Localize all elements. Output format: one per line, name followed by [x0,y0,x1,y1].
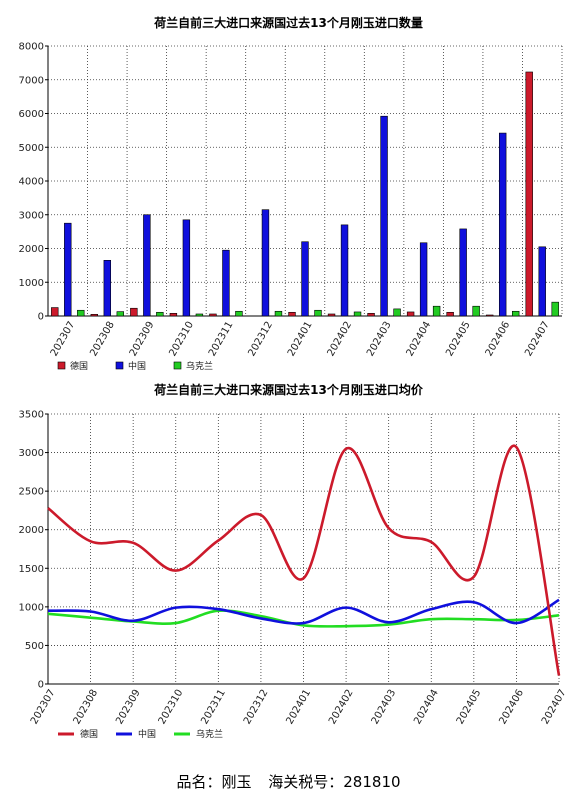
price-legend-label: 德国 [80,728,98,740]
qty-bar-中国-202309 [143,214,151,317]
qty-bar-德国-202407 [525,71,533,317]
price-x-tick-label: 202312 [242,688,271,727]
qty-bar-中国-202403 [380,115,388,317]
qty-bar-中国-202406 [498,132,507,317]
price-line-chart: 0 500 1000 1500 2000 2500 3000 3500 202307 202308… [19,410,569,741]
qty-bar-德国-202405 [446,311,454,317]
qty-bar-中国-202401 [301,241,309,317]
qty-legend-label: 德国 [70,360,88,372]
qty-bar-乌克兰-202307 [77,309,85,317]
qty-bar-德国-202403 [367,312,375,317]
qty-legend-swatch [115,361,124,370]
qty-bar-中国-202312 [261,209,270,317]
qty-bar-德国-202308 [90,314,99,317]
qty-legend-label: 中国 [128,360,146,372]
footer: 品名：刚玉 海关税号：281810 [0,771,577,792]
qty-y-tick-label: 5000 [19,143,44,154]
qty-bar-中国-202310 [182,219,191,317]
chart-title-quantity: 荷兰自前三大进口来源国过去13个月刚玉进口数量 [154,16,423,30]
price-y-tick-label: 2500 [19,487,44,498]
product-label: 品名：刚玉 [176,773,252,791]
qty-bar-乌克兰-202309 [156,311,164,317]
qty-y-tick-label: 2000 [19,244,44,255]
price-x-tick-label: 202403 [370,688,399,727]
price-y-tick-label: 3500 [19,410,44,421]
price-x-tick-label: 202405 [455,688,484,727]
price-y-tick-label: 3000 [19,448,44,459]
qty-bar-乌克兰-202308 [116,311,125,317]
qty-bar-德国-202307 [51,307,59,317]
hs-code-label: 海关税号：281810 [268,773,401,791]
qty-bar-中国-202307 [64,222,72,317]
qty-bar-乌克兰-202406 [511,310,520,317]
price-y-tick-label: 2000 [19,525,44,536]
qty-bar-德国-202406 [485,314,494,317]
qty-bar-乌克兰-202310 [195,313,204,317]
price-x-tick-label: 202311 [199,688,228,727]
qty-legend-label: 乌克兰 [186,360,213,372]
price-x-tick-label: 202404 [412,688,441,727]
qty-bar-乌克兰-202311 [235,310,243,317]
qty-y-tick-label: 1000 [19,278,44,289]
price-x-tick-label: 202407 [540,688,569,727]
price-x-tick-label: 202402 [327,688,356,727]
qty-y-tick-label: 8000 [19,42,44,53]
qty-bar-中国-202311 [222,249,230,317]
price-x-tick-label: 202401 [285,688,314,727]
qty-bar-乌克兰-202404 [432,305,441,317]
price-x-tick-label: 202307 [29,688,58,727]
qty-legend-swatch [173,361,182,370]
qty-bar-中国-202407 [538,246,546,317]
price-y-tick-label: 500 [25,641,44,652]
price-legend-label: 乌克兰 [196,728,223,740]
qty-bar-德国-202309 [130,307,138,317]
qty-y-tick-label: 7000 [19,75,44,86]
price-x-tick-label: 202310 [157,688,186,727]
qty-bar-乌克兰-202402 [353,311,362,317]
qty-bar-德国-202402 [327,313,336,317]
qty-y-tick-label: 6000 [19,109,44,120]
price-line-中国 [47,598,560,625]
qty-bar-德国-202401 [288,311,296,317]
qty-y-tick-label: 4000 [19,177,44,188]
qty-bar-德国-202404 [406,311,415,317]
qty-bar-中国-202402 [340,224,349,317]
price-y-tick-label: 1500 [19,564,44,575]
price-y-tick-label: 1000 [19,602,44,613]
price-x-tick-label: 202308 [72,688,101,727]
qty-y-tick-label: 3000 [19,210,44,221]
qty-bar-乌克兰-202312 [274,310,283,317]
price-line-德国 [47,444,561,676]
qty-bar-中国-202405 [459,228,467,317]
price-legend-label: 中国 [138,728,156,740]
qty-bar-德国-202311 [209,313,217,317]
price-x-tick-label: 202309 [114,688,143,727]
qty-legend-swatch [57,361,66,370]
qty-y-tick-label: 0 [38,312,44,323]
qty-bar-乌克兰-202407 [551,301,559,317]
chart-title-price: 荷兰自前三大进口来源国过去13个月刚玉进口均价 [154,383,423,397]
qty-bar-乌克兰-202401 [314,309,322,317]
qty-bar-中国-202404 [419,242,428,317]
qty-bar-德国-202310 [169,312,178,317]
qty-bar-乌克兰-202403 [393,308,401,317]
price-x-tick-label: 202406 [497,688,526,727]
price-y-tick-label: 0 [38,680,44,691]
qty-bar-中国-202308 [103,260,112,317]
qty-bar-乌克兰-202405 [472,305,480,317]
